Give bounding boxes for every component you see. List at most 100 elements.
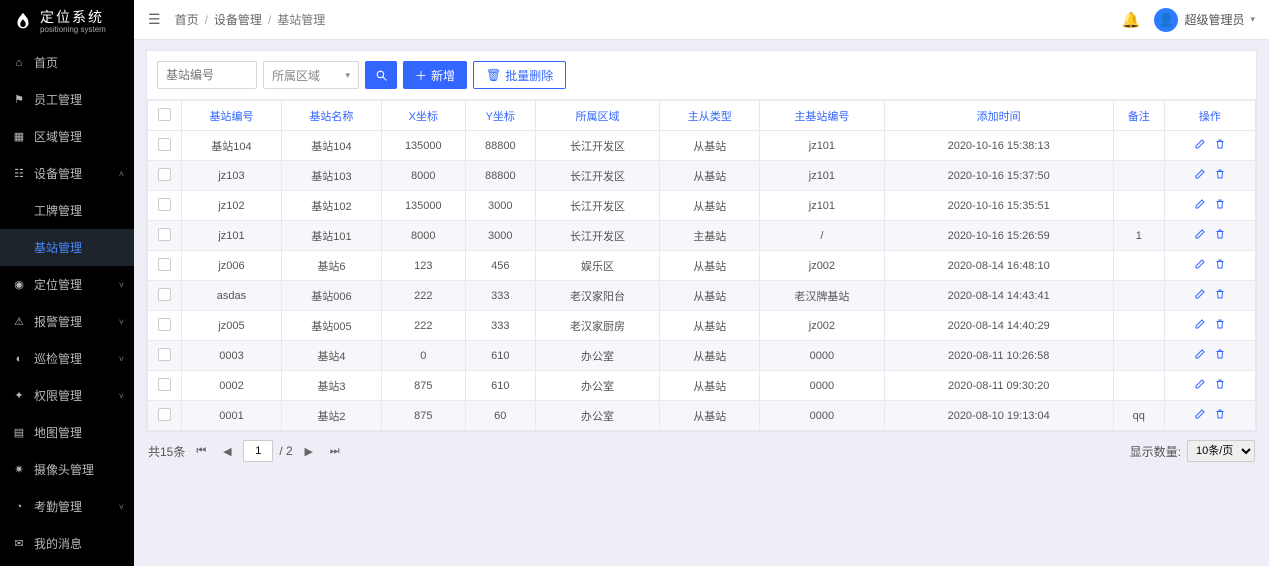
- column-header[interactable]: 基站名称: [281, 101, 381, 131]
- chevron-icon: ˄: [119, 169, 124, 179]
- table-panel: 所属区域 ▾ ＋ 新增 🗑 批量删除 基: [146, 50, 1257, 432]
- row-checkbox[interactable]: [158, 288, 171, 301]
- column-header[interactable]: 基站编号: [182, 101, 282, 131]
- pager-page-input[interactable]: [243, 440, 273, 462]
- row-checkbox[interactable]: [158, 318, 171, 331]
- table-cell: /: [760, 221, 884, 251]
- sidebar-item[interactable]: ✷摄像头管理: [0, 451, 134, 488]
- pager-next-button[interactable]: ▶: [299, 441, 319, 461]
- menu-label: 工牌管理: [34, 202, 82, 219]
- pager-first-button[interactable]: ⏮: [191, 441, 211, 461]
- table-cell: [1113, 191, 1164, 221]
- sidebar-item[interactable]: ⚠报警管理˅: [0, 303, 134, 340]
- table-cell: [1113, 311, 1164, 341]
- delete-button[interactable]: [1214, 378, 1226, 393]
- edit-button[interactable]: [1194, 348, 1206, 363]
- column-header[interactable]: 主从类型: [660, 101, 760, 131]
- edit-button[interactable]: [1194, 198, 1206, 213]
- menu-icon: ✦: [12, 389, 26, 402]
- column-header[interactable]: 所属区域: [535, 101, 659, 131]
- search-input[interactable]: [157, 61, 257, 89]
- pager-size-select[interactable]: 10条/页: [1187, 440, 1255, 462]
- edit-button[interactable]: [1194, 168, 1206, 183]
- table-cell: 2020-08-14 14:40:29: [884, 311, 1113, 341]
- sidebar-item[interactable]: ✦权限管理˅: [0, 377, 134, 414]
- breadcrumb-parent[interactable]: 设备管理: [214, 11, 262, 28]
- sidebar-item[interactable]: ◉定位管理˅: [0, 266, 134, 303]
- row-checkbox[interactable]: [158, 198, 171, 211]
- delete-button[interactable]: [1214, 408, 1226, 423]
- table-cell: 0: [381, 341, 465, 371]
- edit-button[interactable]: [1194, 258, 1206, 273]
- column-header[interactable]: 备注: [1113, 101, 1164, 131]
- table-cell: [1113, 131, 1164, 161]
- edit-button[interactable]: [1194, 138, 1206, 153]
- table-cell: 办公室: [535, 401, 659, 431]
- column-header[interactable]: 操作: [1164, 101, 1255, 131]
- sidebar-item[interactable]: ✉我的消息: [0, 525, 134, 562]
- sidebar-item[interactable]: ⌂首页: [0, 44, 134, 81]
- delete-button[interactable]: [1214, 138, 1226, 153]
- row-checkbox[interactable]: [158, 378, 171, 391]
- row-checkbox[interactable]: [158, 138, 171, 151]
- breadcrumb: 首页 / 设备管理 / 基站管理: [175, 11, 326, 28]
- delete-button[interactable]: [1214, 258, 1226, 273]
- row-checkbox[interactable]: [158, 258, 171, 271]
- sidebar-subitem[interactable]: 基站管理: [0, 229, 134, 266]
- plus-icon: ＋: [415, 67, 427, 84]
- user-menu[interactable]: 👤 超级管理员 ▾: [1154, 8, 1255, 32]
- edit-button[interactable]: [1194, 318, 1206, 333]
- bell-icon[interactable]: 🔔: [1122, 11, 1141, 29]
- sidebar-item[interactable]: ◔考勤管理˅: [0, 488, 134, 525]
- add-button[interactable]: ＋ 新增: [403, 61, 467, 89]
- table-cell: jz002: [760, 251, 884, 281]
- sidebar-item[interactable]: ☷设备管理˄: [0, 155, 134, 192]
- row-checkbox[interactable]: [158, 408, 171, 421]
- edit-button[interactable]: [1194, 228, 1206, 243]
- column-header[interactable]: X坐标: [381, 101, 465, 131]
- sidebar-item[interactable]: ◐巡检管理˅: [0, 340, 134, 377]
- delete-button[interactable]: [1214, 228, 1226, 243]
- sidebar-subitem[interactable]: 工牌管理: [0, 192, 134, 229]
- table-cell: 2020-08-11 10:26:58: [884, 341, 1113, 371]
- delete-button[interactable]: [1214, 348, 1226, 363]
- toggle-sidebar-icon[interactable]: ☰: [148, 11, 161, 28]
- table-cell: 610: [465, 341, 535, 371]
- edit-button[interactable]: [1194, 378, 1206, 393]
- delete-button[interactable]: [1214, 198, 1226, 213]
- chevron-icon: ˅: [119, 354, 124, 364]
- table-cell: 老汉家厨房: [535, 311, 659, 341]
- table-cell: 333: [465, 281, 535, 311]
- table-cell: 8000: [381, 161, 465, 191]
- row-checkbox[interactable]: [158, 168, 171, 181]
- batch-delete-button[interactable]: 🗑 批量删除: [473, 61, 566, 89]
- table-cell: 从基站: [660, 131, 760, 161]
- sidebar-item[interactable]: ▤地图管理: [0, 414, 134, 451]
- sidebar-item[interactable]: ⚑员工管理: [0, 81, 134, 118]
- sidebar-item[interactable]: ▦区域管理: [0, 118, 134, 155]
- region-select[interactable]: 所属区域 ▾: [263, 61, 359, 89]
- breadcrumb-current: 基站管理: [277, 11, 325, 28]
- pager-last-button[interactable]: ⏭: [325, 441, 345, 461]
- chevron-icon: ˅: [119, 502, 124, 512]
- column-header[interactable]: Y坐标: [465, 101, 535, 131]
- edit-button[interactable]: [1194, 408, 1206, 423]
- delete-button[interactable]: [1214, 168, 1226, 183]
- chevron-icon: ˅: [119, 280, 124, 290]
- delete-button[interactable]: [1214, 288, 1226, 303]
- column-header[interactable]: 主基站编号: [760, 101, 884, 131]
- breadcrumb-home[interactable]: 首页: [175, 11, 199, 28]
- row-checkbox[interactable]: [158, 348, 171, 361]
- pager-prev-button[interactable]: ◀: [217, 441, 237, 461]
- table-row: 0003基站40610办公室从基站00002020-08-11 10:26:58: [148, 341, 1256, 371]
- avatar-icon: 👤: [1154, 8, 1178, 32]
- delete-button[interactable]: [1214, 318, 1226, 333]
- row-checkbox[interactable]: [158, 228, 171, 241]
- menu-label: 区域管理: [34, 128, 82, 145]
- table-cell: [1113, 161, 1164, 191]
- select-all-checkbox[interactable]: [158, 108, 171, 121]
- table-row: asdas基站006222333老汉家阳台从基站老汉牌基站2020-08-14 …: [148, 281, 1256, 311]
- column-header[interactable]: 添加时间: [884, 101, 1113, 131]
- edit-button[interactable]: [1194, 288, 1206, 303]
- search-button[interactable]: [365, 61, 397, 89]
